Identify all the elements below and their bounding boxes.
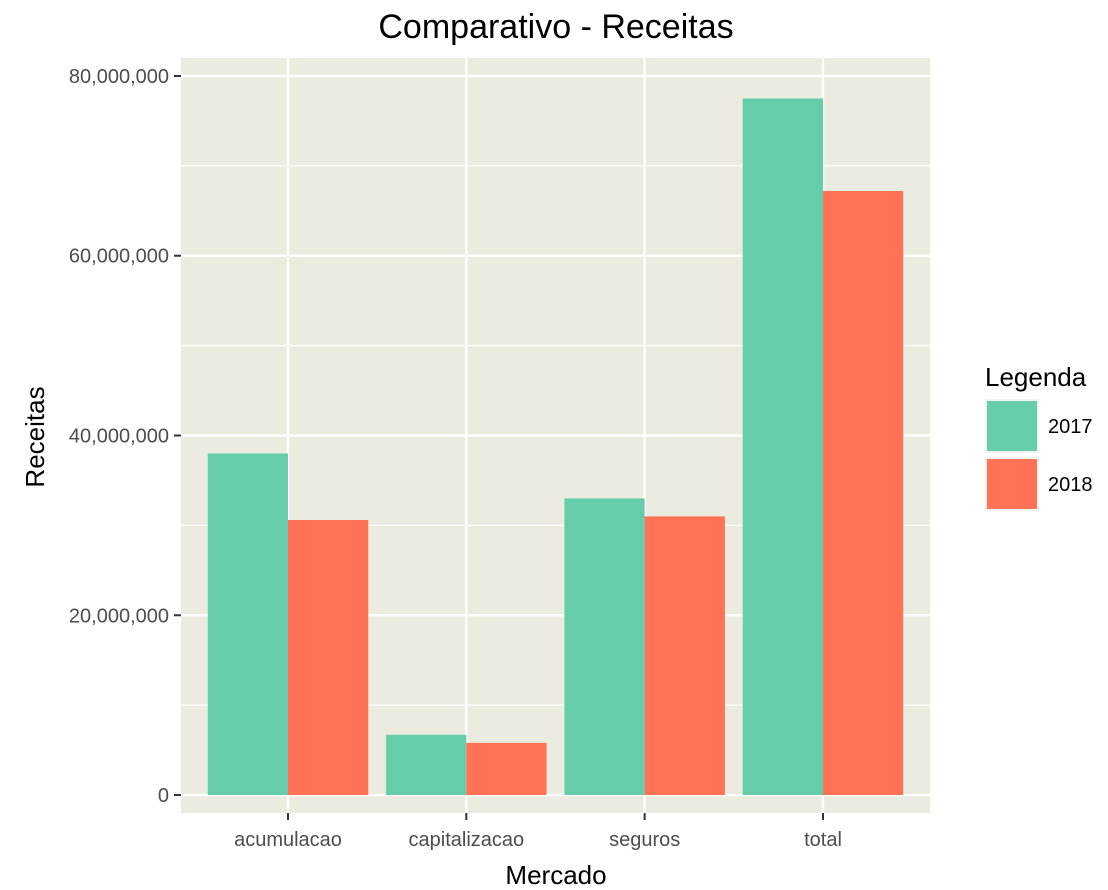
bar-2017-acumulacao bbox=[207, 453, 288, 796]
y-axis-title: Receitas bbox=[20, 386, 50, 487]
legend-title: Legenda bbox=[985, 362, 1087, 392]
y-tick-label: 60,000,000 bbox=[69, 246, 169, 268]
x-tick-label: capitalizacao bbox=[409, 829, 525, 851]
bars bbox=[207, 98, 904, 796]
legend-label-2017: 2017 bbox=[1048, 416, 1093, 438]
y-tick-label: 40,000,000 bbox=[69, 426, 169, 448]
bar-2018-acumulacao bbox=[288, 519, 369, 796]
chart-title: Comparativo - Receitas bbox=[378, 8, 733, 46]
legend-swatch-2017 bbox=[987, 401, 1037, 451]
y-axis: 0 20,000,000 40,000,000 60,000,000 80,000,00… bbox=[69, 66, 181, 807]
bar-2017-capitalizacao bbox=[386, 734, 467, 796]
y-tick-label: 20,000,000 bbox=[69, 605, 169, 627]
x-tick-label: acumulacao bbox=[234, 829, 342, 851]
legend: Legenda 2017 2018 bbox=[985, 362, 1093, 511]
y-tick-label: 80,000,000 bbox=[69, 66, 169, 88]
x-tick-label: total bbox=[804, 829, 842, 851]
legend-swatch-2018 bbox=[987, 459, 1037, 509]
legend-label-2018: 2018 bbox=[1048, 474, 1093, 496]
bar-2018-seguros bbox=[644, 516, 725, 796]
x-tick-label: seguros bbox=[609, 829, 680, 851]
x-axis: acumulacao capitalizacao seguros total bbox=[234, 813, 842, 851]
bar-2017-seguros bbox=[564, 498, 645, 796]
bar-2018-total bbox=[823, 191, 904, 796]
bar-2018-capitalizacao bbox=[466, 742, 547, 796]
x-axis-title: Mercado bbox=[505, 860, 606, 890]
y-tick-label: 0 bbox=[158, 785, 169, 807]
bar-2017-total bbox=[742, 98, 823, 796]
